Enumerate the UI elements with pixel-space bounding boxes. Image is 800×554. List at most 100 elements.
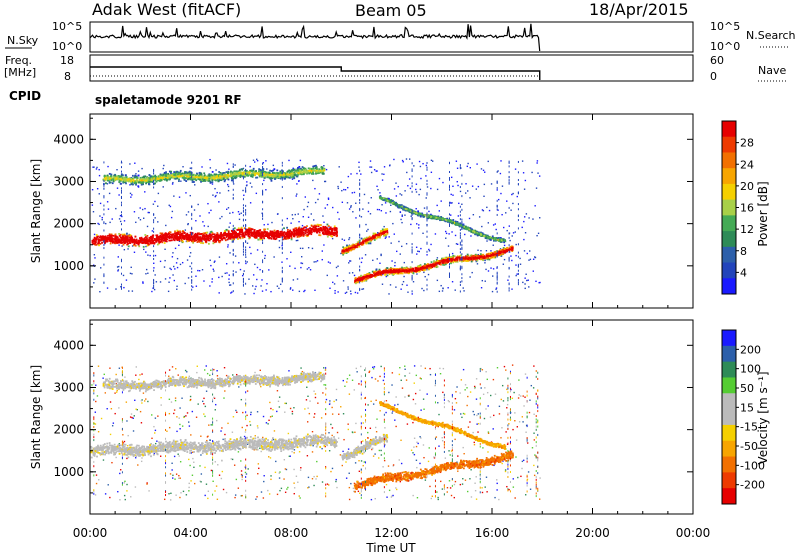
power-band-point [386,232,389,235]
power-noise-point [153,262,155,264]
power-band-point [206,231,209,234]
power-band-point [319,169,322,172]
power-band-point [273,229,276,232]
power-noise-point [369,160,372,162]
power-band-point [384,271,387,274]
power-band-point [354,246,357,248]
power-band-point [227,176,229,179]
power-band-point [212,240,215,242]
power-noise-point [298,220,300,223]
power-band-point [248,227,250,229]
power-noise-point [159,260,162,263]
power-band-point [223,180,226,183]
power-band-point [307,167,310,170]
power-noise-point [165,224,167,227]
power-noise-point [455,160,458,162]
power-band-point [221,173,224,176]
power-noise-point [227,207,230,209]
power-band-point [430,261,433,264]
power-band-point [106,175,108,178]
power-band-point [99,235,102,238]
power-noise-point [229,284,232,286]
power-noise-point [142,281,144,283]
power-band-point [217,234,220,237]
power-band-point [109,236,111,239]
power-band-point [94,241,97,244]
power-noise-point [292,218,294,220]
power-band-point [436,265,439,268]
power-band-point [114,233,117,236]
power-noise-point [295,239,298,242]
power-band-point [363,237,366,240]
power-band-point [233,227,236,230]
power-noise-point [442,287,444,289]
power-band-point [196,235,199,238]
power-band-point [164,232,167,235]
power-noise-point [528,286,530,288]
power-band-point [258,170,260,173]
power-band-point [227,170,230,173]
freq-tick-lo: 8 [64,70,71,83]
power-band-point [399,271,401,274]
power-noise-point [523,188,526,190]
power-band-point [134,240,137,243]
power-noise-point [137,170,140,172]
power-band-point [472,257,475,260]
power-band-point [232,232,235,235]
power-band-point [98,236,101,239]
power-noise-point [178,240,181,242]
power-band-point [104,235,107,238]
power-band-point [373,274,376,277]
power-band-point [364,275,367,278]
power-band-point [239,229,241,232]
power-band-point [408,269,411,271]
power-band-point [119,177,121,180]
power-noise-point [410,223,412,226]
power-band-point [140,180,143,183]
power-band-point [367,242,370,245]
power-band-point [322,227,325,230]
power-band-point [237,234,240,237]
power-band-point [154,179,157,181]
power-band-point [253,236,256,238]
power-noise-point [245,256,247,258]
power-band-point [129,234,132,236]
power-band-point [131,174,134,177]
power-band-point [214,179,217,181]
power-band-point [123,233,126,236]
power-band-point [213,241,216,244]
power-band-point [189,171,192,174]
power-band-point [177,230,180,233]
power-noise-point [396,250,398,253]
power-band-point [154,239,157,242]
power-noise-point [265,189,267,191]
power-band-point [264,173,267,175]
power-noise-point [187,223,189,225]
power-noise-point [458,202,460,205]
power-band-point [170,239,173,242]
power-band-point [243,235,246,237]
power-band-point [250,229,252,232]
power-band-point [347,247,350,250]
power-noise-point [537,232,540,235]
power-band-point [355,278,358,281]
power-band-point [270,235,273,238]
power-noise-point [189,265,191,268]
power-noise-point [441,290,444,292]
power-band-point [148,183,150,186]
nsky-left-tick-hi: 10^5 [52,20,82,33]
power-noise-point [208,212,210,214]
power-noise-point [345,291,348,294]
power-band-point [296,235,299,238]
power-band-point [199,233,202,236]
power-band-point [220,177,223,180]
power-band-point [369,275,372,278]
power-band-point [312,169,315,172]
power-noise-point [337,187,340,190]
power-noise-point [248,278,250,280]
power-band-point [354,277,357,279]
power-band-point [474,253,477,256]
power-band-point [176,175,179,178]
power-band-point [395,270,398,273]
power-band-point [496,252,499,255]
